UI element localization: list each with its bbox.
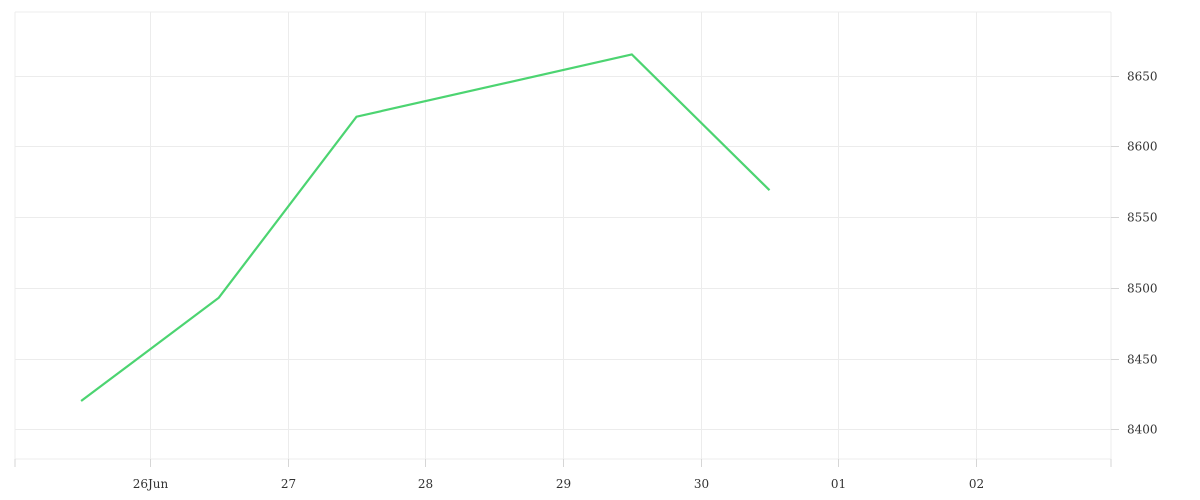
y-tick-label: 8450: [1127, 353, 1158, 367]
x-tick-label: 01: [831, 477, 846, 491]
series-line: [80, 53, 771, 402]
y-tick-label: 8400: [1127, 423, 1158, 437]
x-tick-label: 02: [969, 477, 984, 491]
x-tick-label: 26Jun: [133, 477, 169, 491]
x-tick-label: 29: [556, 477, 571, 491]
x-tick-label: 27: [281, 477, 296, 491]
y-tick-label: 8550: [1127, 211, 1158, 225]
y-tick-label: 8600: [1127, 140, 1158, 154]
y-axis: 8400 8450 8500 8550 8600 8650: [1111, 70, 1158, 437]
series-group: [80, 53, 771, 402]
y-tick-label: 8500: [1127, 282, 1158, 296]
grid: [14, 11, 1112, 460]
x-axis: 26Jun 27 28 29 30 01 02: [14, 459, 1112, 491]
x-tick-label: 30: [694, 477, 709, 491]
x-tick-label: 28: [418, 477, 433, 491]
y-tick-label: 8650: [1127, 70, 1158, 84]
